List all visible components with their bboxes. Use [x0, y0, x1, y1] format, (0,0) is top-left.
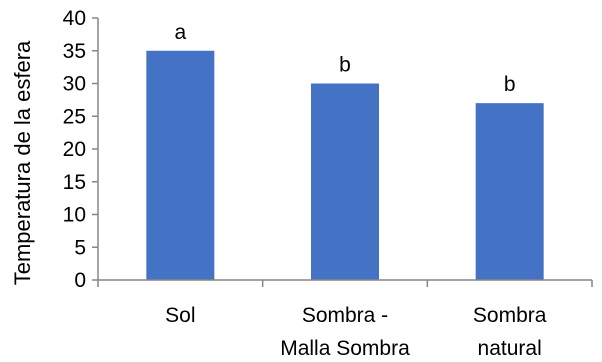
x-axis-categories: Sol Sombra - Malla Sombra Sombra natural — [165, 304, 547, 360]
y-tick-label: 35 — [63, 40, 86, 63]
x-category-label: Malla Sombra — [280, 337, 410, 360]
bar — [311, 83, 379, 280]
y-tick-label: 5 — [74, 236, 86, 259]
significance-label: a — [174, 21, 186, 44]
bars — [146, 50, 544, 281]
bar — [146, 50, 215, 280]
y-tick-label: 25 — [63, 105, 86, 128]
y-tick-label: 20 — [63, 138, 86, 161]
y-tick-label: 40 — [63, 7, 86, 30]
y-tick-label: 30 — [63, 73, 86, 96]
significance-label: b — [339, 54, 351, 77]
x-category-label: Sol — [165, 304, 195, 327]
y-tick-label: 15 — [63, 171, 86, 194]
y-tick-label: 10 — [63, 204, 86, 227]
y-axis-ticks: 0 5 10 15 20 25 30 35 40 — [63, 7, 593, 292]
y-tick-label: 0 — [74, 269, 86, 292]
y-axis-label: Temperatura de la esfera — [10, 40, 35, 285]
x-category-label: Sombra — [473, 304, 547, 327]
bar — [475, 103, 544, 281]
x-category-label: Sombra - — [302, 304, 388, 327]
x-category-label: natural — [478, 337, 542, 360]
significance-label: b — [504, 73, 516, 96]
significance-labels: a b b — [174, 21, 515, 96]
